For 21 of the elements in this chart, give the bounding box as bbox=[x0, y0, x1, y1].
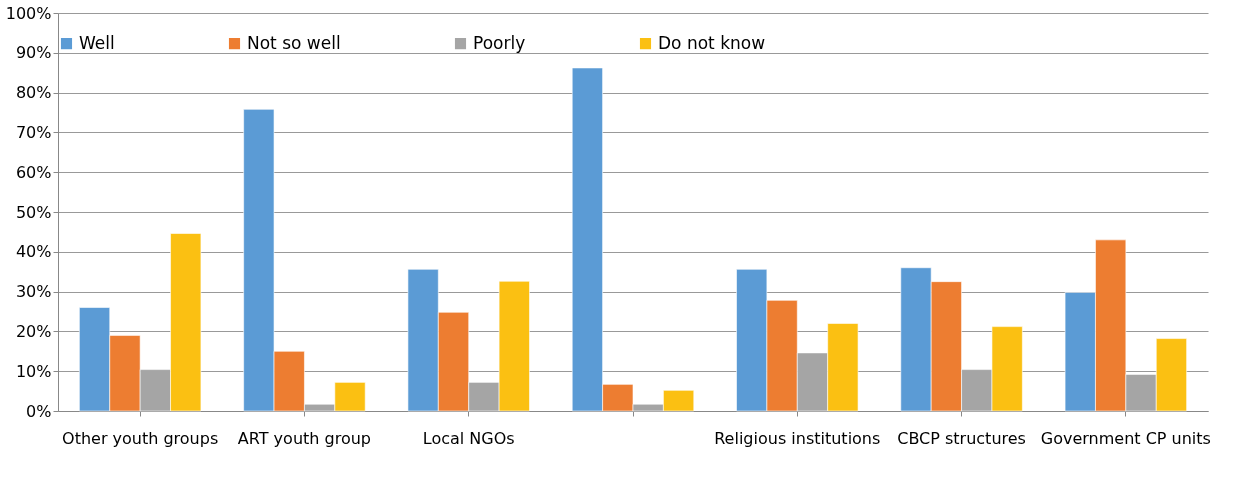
y-tick-label: 20% bbox=[15, 321, 52, 341]
x-tick-label: Government CP units bbox=[1040, 428, 1211, 448]
y-tick-label: 0% bbox=[26, 401, 52, 421]
legend-label: Not so well bbox=[247, 32, 341, 53]
y-tick-label: 10% bbox=[15, 361, 52, 381]
y-tick-label: 60% bbox=[15, 162, 52, 182]
y-tick-label: 30% bbox=[15, 282, 52, 302]
legend-label: Do not know bbox=[658, 32, 766, 53]
y-tick-label: 90% bbox=[15, 43, 52, 63]
x-tick-label: Religious institutions bbox=[714, 428, 881, 448]
legend-label: Well bbox=[79, 32, 115, 53]
y-tick-label: 80% bbox=[15, 83, 52, 103]
x-tick-label: Other youth groups bbox=[62, 428, 219, 448]
x-tick-label: Local NGOs bbox=[422, 428, 515, 448]
x-tick-label: ART youth group bbox=[237, 428, 371, 448]
y-tick-label: 70% bbox=[15, 122, 52, 142]
legend-label: Poorly bbox=[473, 32, 526, 53]
y-tick-label: 50% bbox=[15, 202, 52, 222]
y-tick-label: 100% bbox=[5, 3, 52, 23]
y-tick-label: 40% bbox=[15, 242, 52, 262]
x-tick-label: CBCP structures bbox=[897, 428, 1026, 448]
